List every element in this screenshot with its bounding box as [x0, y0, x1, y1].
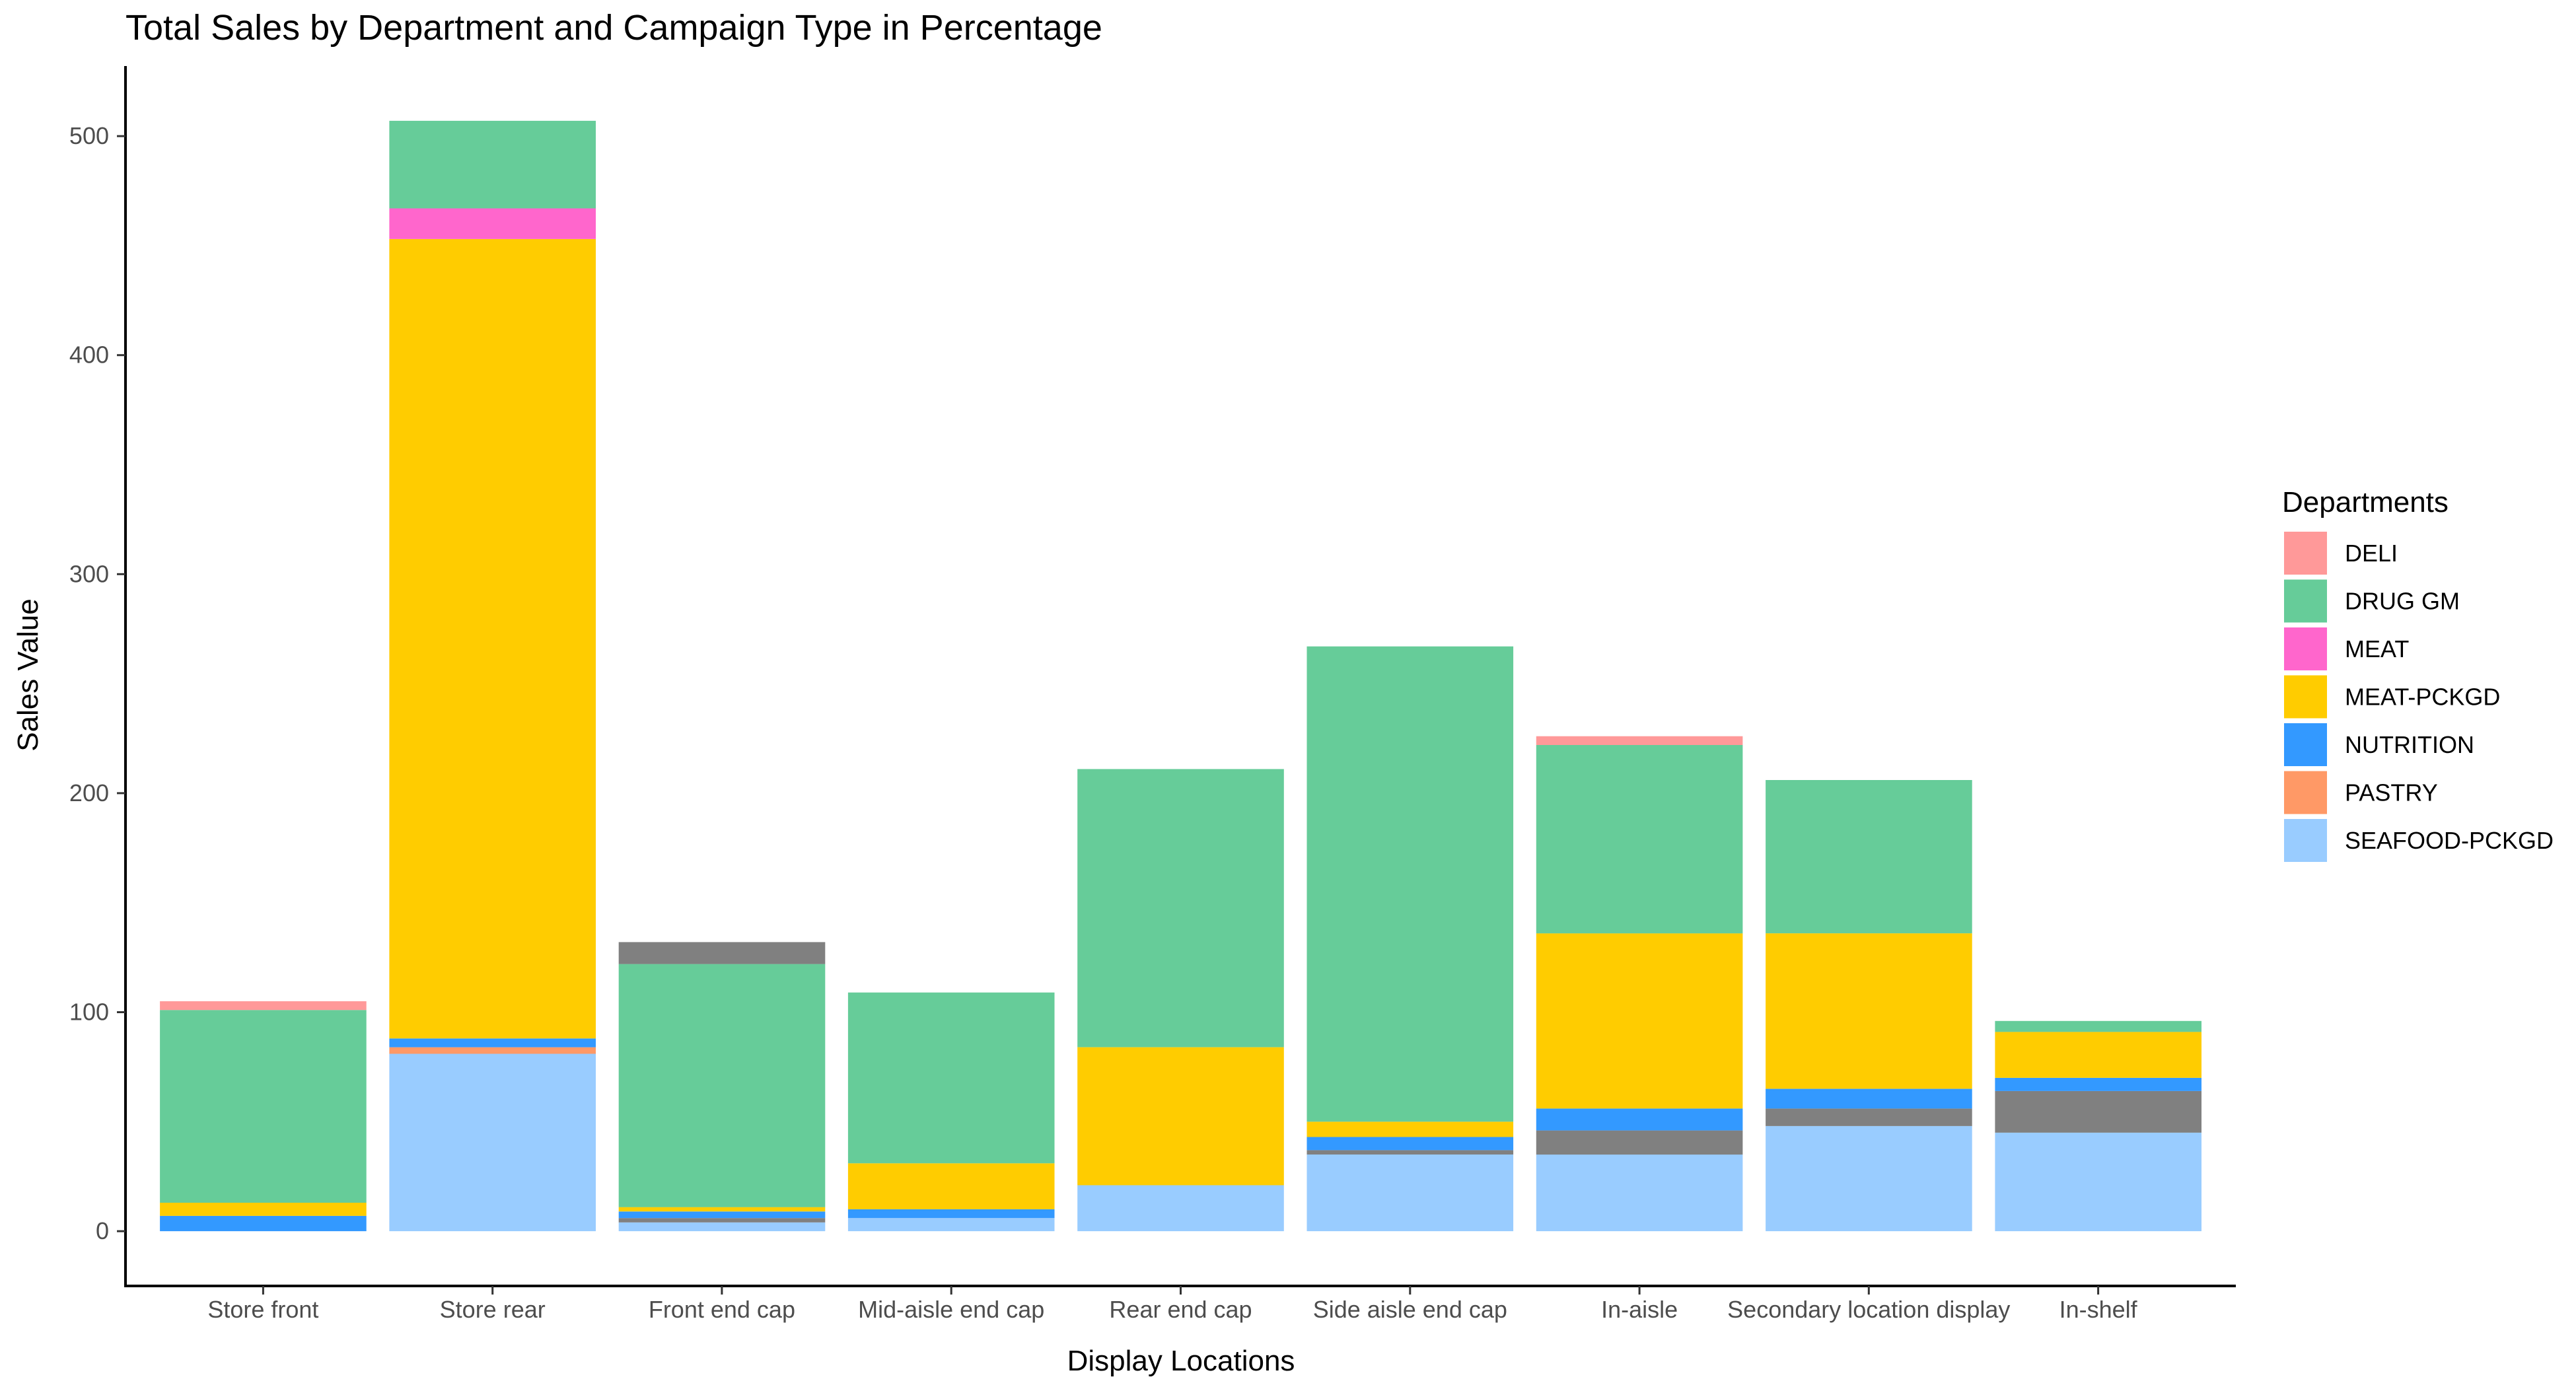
bar-segment-in-shelf-seafood-pckgd [1995, 1132, 2201, 1232]
bar-segment-in-shelf-meat-pckgd [1995, 1032, 2201, 1078]
legend-label-deli: DELI [2345, 540, 2398, 567]
legend-label-seafood-pckgd: SEAFOOD-PCKGD [2345, 827, 2554, 854]
bar-segment-in-shelf-drug-gm [1995, 1020, 2201, 1032]
bar-segment-secondary-location-display-drug-gm [1766, 780, 1972, 934]
y-tick-label: 0 [96, 1217, 109, 1244]
legend-swatch-seafood-pckgd [2284, 819, 2327, 862]
bar-segment-store-rear-seafood-pckgd [389, 1053, 596, 1232]
legend-label-drug-gm: DRUG GM [2345, 588, 2460, 615]
bar-segment-store-front-meat-pckgd [160, 1203, 367, 1216]
y-tick-label: 300 [69, 560, 109, 587]
bar-segment-mid-aisle-end-cap-nutrition [847, 1209, 1055, 1219]
bar-segment-front-end-cap-other [618, 942, 826, 964]
bar-segment-front-end-cap-seafood-pckgd [618, 1222, 826, 1232]
y-tick-label: 100 [69, 999, 109, 1026]
bar-segment-store-rear-nutrition [389, 1038, 596, 1048]
bar-segment-in-aisle-seafood-pckgd [1536, 1155, 1743, 1232]
legend-label-meat-pckgd: MEAT-PCKGD [2345, 684, 2500, 711]
x-tick-label: Front end cap [649, 1296, 795, 1323]
bar-segment-store-front-nutrition [160, 1215, 367, 1232]
x-axis-title: Display Locations [1067, 1345, 1295, 1377]
bar-segment-in-aisle-deli [1536, 736, 1743, 745]
y-tick-label: 200 [69, 779, 109, 806]
legend-swatch-nutrition [2284, 723, 2327, 766]
bar-segment-in-shelf-nutrition [1995, 1078, 2201, 1091]
legend-title: Departments [2282, 486, 2449, 518]
x-tick-label: Secondary location display [1727, 1296, 2010, 1323]
bar-segment-secondary-location-display-other [1766, 1108, 1972, 1126]
bar-segment-mid-aisle-end-cap-drug-gm [847, 992, 1055, 1164]
bar-segment-mid-aisle-end-cap-seafood-pckgd [847, 1218, 1055, 1232]
bar-segment-in-aisle-drug-gm [1536, 745, 1743, 934]
y-axis-title: Sales Value [12, 598, 44, 752]
legend-swatch-meat-pckgd [2284, 675, 2327, 719]
bar-segment-front-end-cap-other [618, 1218, 826, 1223]
bar-segment-secondary-location-display-seafood-pckgd [1766, 1125, 1972, 1232]
plot-area [160, 120, 2201, 1232]
x-tick-label: Rear end cap [1109, 1296, 1252, 1323]
bar-segment-front-end-cap-meat-pckgd [618, 1207, 826, 1212]
bar-segment-side-aisle-end-cap-other [1306, 1150, 1514, 1155]
x-axis-ticks: Store front Store rear Front end cap Mid-ai… [207, 1286, 2138, 1323]
x-tick-label: Mid-aisle end cap [858, 1296, 1044, 1323]
bar-segment-store-rear-pastry [389, 1047, 596, 1054]
x-tick-label: Side aisle end cap [1313, 1296, 1507, 1323]
x-tick-label: In-shelf [2059, 1296, 2138, 1323]
bar-segment-side-aisle-end-cap-drug-gm [1306, 646, 1514, 1122]
legend-swatch-meat [2284, 627, 2327, 670]
bar-segment-store-front-drug-gm [160, 1010, 367, 1203]
bar-segment-side-aisle-end-cap-seafood-pckgd [1306, 1155, 1514, 1232]
bar-segment-store-rear-meat [389, 208, 596, 239]
bar-segment-side-aisle-end-cap-meat-pckgd [1306, 1121, 1514, 1137]
y-tick-label: 400 [69, 341, 109, 369]
x-tick-label: Store rear [440, 1296, 546, 1323]
bar-segment-in-shelf-other [1995, 1090, 2201, 1133]
legend-label-nutrition: NUTRITION [2345, 731, 2474, 758]
legend-swatch-drug-gm [2284, 579, 2327, 623]
bar-segment-front-end-cap-drug-gm [618, 964, 826, 1207]
bar-segment-secondary-location-display-nutrition [1766, 1088, 1972, 1109]
x-tick-label: In-aisle [1601, 1296, 1678, 1323]
legend-label-pastry: PASTRY [2345, 779, 2438, 806]
bar-segment-mid-aisle-end-cap-meat-pckgd [847, 1163, 1055, 1209]
bar-segment-rear-end-cap-meat-pckgd [1077, 1047, 1284, 1186]
bar-segment-store-rear-meat-pckgd [389, 239, 596, 1039]
legend: Departments DELI DRUG GM MEAT MEAT-PCKGD NUT… [2282, 486, 2554, 862]
chart-title: Total Sales by Department and Campaign T… [125, 8, 1102, 48]
y-tick-label: 500 [69, 122, 109, 149]
bar-segment-in-aisle-meat-pckgd [1536, 933, 1743, 1109]
bar-segment-in-aisle-other [1536, 1130, 1743, 1155]
bar-segment-store-front-deli [160, 1001, 367, 1011]
bar-segment-secondary-location-display-meat-pckgd [1766, 933, 1972, 1089]
bar-segment-front-end-cap-nutrition [618, 1211, 826, 1219]
legend-swatch-deli [2284, 532, 2327, 575]
bar-segment-store-rear-drug-gm [389, 120, 596, 209]
bar-segment-rear-end-cap-drug-gm [1077, 769, 1284, 1048]
legend-label-meat: MEAT [2345, 635, 2409, 662]
legend-swatch-pastry [2284, 771, 2327, 814]
bar-segment-in-aisle-nutrition [1536, 1108, 1743, 1131]
x-tick-label: Store front [207, 1296, 318, 1323]
bar-segment-rear-end-cap-seafood-pckgd [1077, 1185, 1284, 1232]
y-axis-ticks: 0 100 200 300 400 500 [69, 122, 125, 1244]
bar-segment-side-aisle-end-cap-nutrition [1306, 1137, 1514, 1151]
